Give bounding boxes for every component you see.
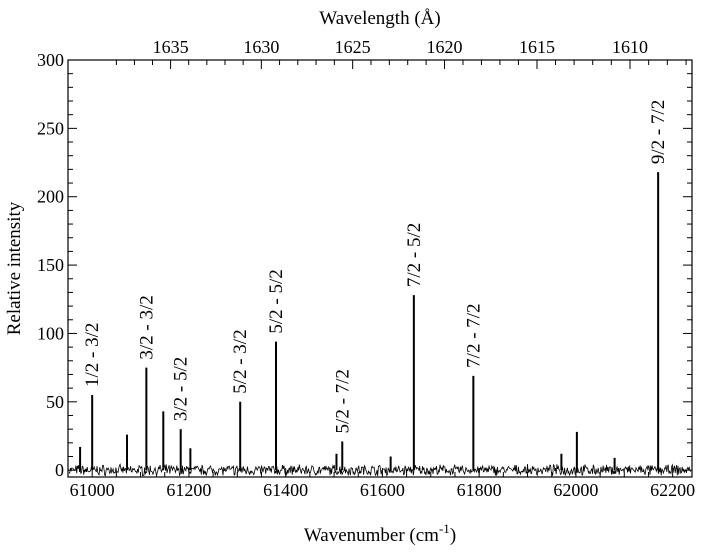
x-tick-label: 61000: [70, 480, 115, 500]
x-tick-layer: 61000 61200 61400 61600 61800 62000 62200: [70, 468, 695, 500]
top-tick-label: 1630: [243, 37, 279, 57]
peak-label: 5/2 - 7/2: [332, 369, 353, 433]
x-tick-label: 61200: [166, 480, 211, 500]
y-axis-title: Relative intensity: [4, 201, 25, 335]
plot-frame: [67, 59, 693, 478]
peak-label: 1/2 - 3/2: [82, 323, 103, 387]
y-tick-label: 300: [37, 50, 64, 70]
x-axis-title-main: Wavenumber (cm: [304, 525, 439, 546]
y-tick-label: 100: [37, 323, 64, 343]
x-axis-title-superscript: -1: [439, 521, 450, 536]
peak-label: 5/2 - 5/2: [266, 269, 287, 333]
y-tick-label: 0: [55, 460, 64, 480]
y-tick-label: 250: [37, 118, 64, 138]
y-tick-label: 200: [37, 187, 64, 207]
noise-layer: [68, 463, 691, 477]
x-tick-label: 61400: [263, 480, 308, 500]
x-tick-label: 61600: [360, 480, 405, 500]
top-axis-title: Wavelength (Å): [319, 8, 440, 29]
peak-label: 5/2 - 3/2: [230, 329, 251, 393]
x-axis-title-suffix: ): [450, 525, 456, 546]
y-tick-label: 50: [46, 392, 64, 412]
top-tick-label: 1620: [427, 37, 463, 57]
peak-label: 3/2 - 3/2: [136, 295, 157, 359]
peak-label: 7/2 - 5/2: [404, 223, 425, 287]
baseline-noise-line: [68, 463, 691, 477]
top-tick-label: 1635: [153, 37, 189, 57]
top-tick-label: 1615: [519, 37, 555, 57]
y-tick-layer: 0 50 100 150 200 250 300: [37, 50, 692, 480]
y-tick-label: 150: [37, 255, 64, 275]
top-tick-label: 1610: [612, 37, 648, 57]
peak-label-layer: 1/2 - 3/2 3/2 - 3/2 3/2 - 5/2 5/2 - 3/2 5/2 …: [82, 100, 669, 434]
top-tick-layer: 1635 1630 1625 1620 1615 1610: [115, 37, 687, 69]
peak-label: 9/2 - 7/2: [648, 100, 669, 164]
peak-label: 7/2 - 7/2: [463, 303, 484, 367]
x-axis-title: Wavenumber (cm-1): [304, 521, 456, 546]
peak-layer: [79, 172, 660, 471]
top-tick-label: 1625: [335, 37, 371, 57]
x-tick-label: 62000: [553, 480, 598, 500]
x-tick-label: 62200: [650, 480, 695, 500]
x-tick-label: 61800: [457, 480, 502, 500]
peak-label: 3/2 - 5/2: [171, 357, 192, 421]
